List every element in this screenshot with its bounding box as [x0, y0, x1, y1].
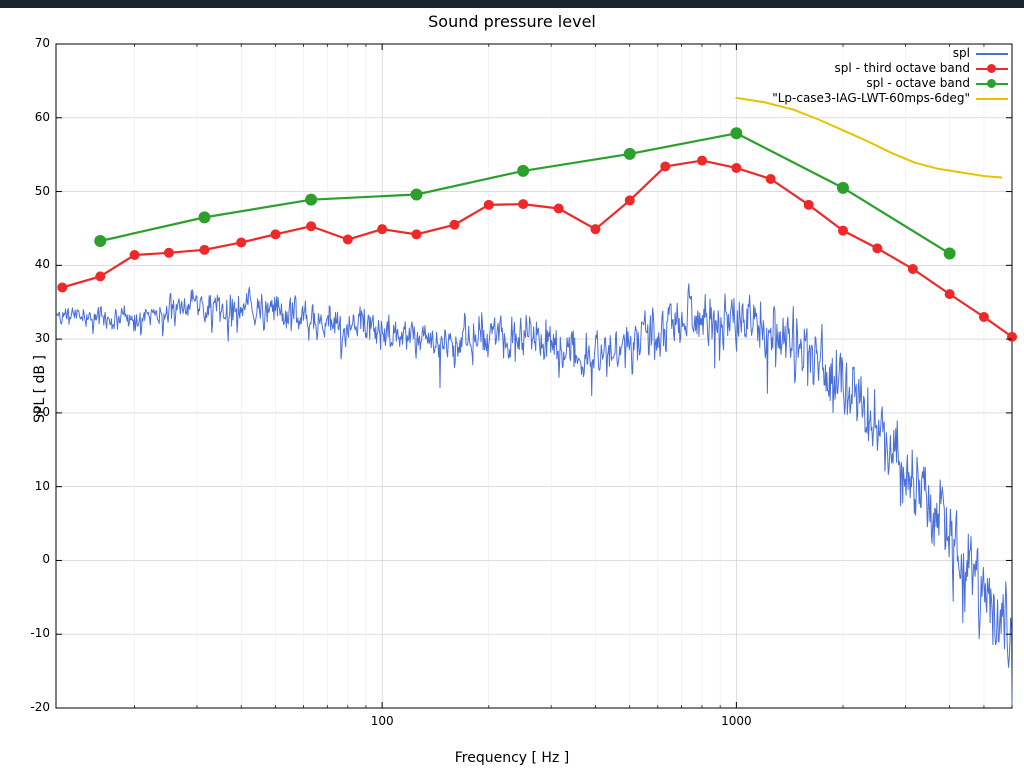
- y-tick-label: 70: [35, 36, 50, 50]
- chart-container: Sound pressure level SPL [ dB ] Frequenc…: [0, 8, 1024, 770]
- legend-label: "Lp-case3-IAG-LWT-60mps-6deg": [772, 91, 970, 106]
- y-tick-label: -10: [30, 626, 50, 640]
- y-tick-label: 60: [35, 110, 50, 124]
- y-tick-label: 20: [35, 405, 50, 419]
- legend-item: spl: [772, 46, 1008, 61]
- chart-plot: [0, 8, 1024, 770]
- y-tick-label: 0: [42, 552, 50, 566]
- legend-swatch: [976, 68, 1008, 70]
- legend-swatch: [976, 53, 1008, 55]
- legend-label: spl: [953, 46, 970, 61]
- x-axis-label: Frequency [ Hz ]: [0, 750, 1024, 766]
- x-tick-label: 100: [362, 714, 402, 728]
- legend-item: spl - third octave band: [772, 61, 1008, 76]
- y-tick-label: 50: [35, 184, 50, 198]
- y-tick-label: 10: [35, 479, 50, 493]
- y-tick-label: 30: [35, 331, 50, 345]
- x-tick-label: 1000: [716, 714, 756, 728]
- legend-item: "Lp-case3-IAG-LWT-60mps-6deg": [772, 91, 1008, 106]
- legend-swatch: [976, 98, 1008, 100]
- legend-swatch: [976, 83, 1008, 85]
- y-tick-label: -20: [30, 700, 50, 714]
- legend-label: spl - third octave band: [835, 61, 970, 76]
- header-bar: [0, 0, 1024, 8]
- legend-label: spl - octave band: [866, 76, 970, 91]
- legend: splspl - third octave bandspl - octave b…: [772, 46, 1008, 106]
- y-tick-label: 40: [35, 257, 50, 271]
- legend-item: spl - octave band: [772, 76, 1008, 91]
